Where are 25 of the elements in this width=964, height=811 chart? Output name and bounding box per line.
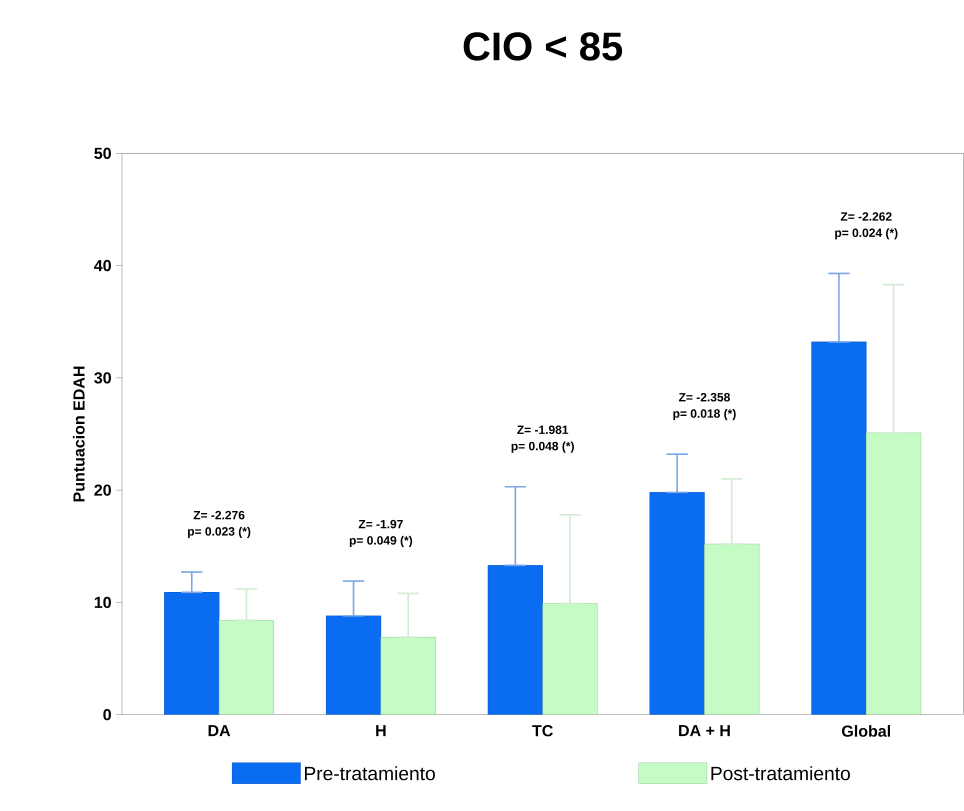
- annotation: Z= -1.981: [517, 426, 568, 434]
- annotation: Z= -1.97: [358, 520, 403, 529]
- annotation: Z= -2.358: [678, 393, 730, 402]
- x-tick-label: Global: [842, 725, 890, 737]
- y-tick-label: 50: [94, 148, 111, 160]
- chart-title: CIO < 85: [464, 32, 622, 61]
- annotation: p= 0.024 (*): [835, 228, 898, 240]
- legend-label: Post-tratamiento: [711, 766, 850, 780]
- annotation: p= 0.049 (*): [350, 536, 412, 548]
- x-tick-label: DA + H: [679, 725, 730, 736]
- x-tick-label: TC: [532, 725, 553, 737]
- x-tick-label: H: [376, 725, 386, 736]
- y-tick-label: 40: [94, 260, 111, 272]
- annotation: Z= -2.276: [194, 511, 244, 520]
- legend-label: Pre-tratamiento: [304, 766, 435, 780]
- y-tick-label: 30: [94, 372, 111, 384]
- y-tick-label: 20: [94, 484, 111, 496]
- x-tick-label: DA: [208, 725, 230, 736]
- y-tick-label: 0: [103, 709, 111, 720]
- annotation: Z= -2.262: [840, 212, 892, 221]
- annotation: p= 0.048 (*): [512, 442, 574, 453]
- y-tick-label: 10: [94, 596, 111, 608]
- y-axis-title: Puntuacion EDAH: [72, 366, 85, 502]
- annotation: p= 0.018 (*): [673, 409, 736, 420]
- annotation: p= 0.023 (*): [188, 527, 250, 538]
